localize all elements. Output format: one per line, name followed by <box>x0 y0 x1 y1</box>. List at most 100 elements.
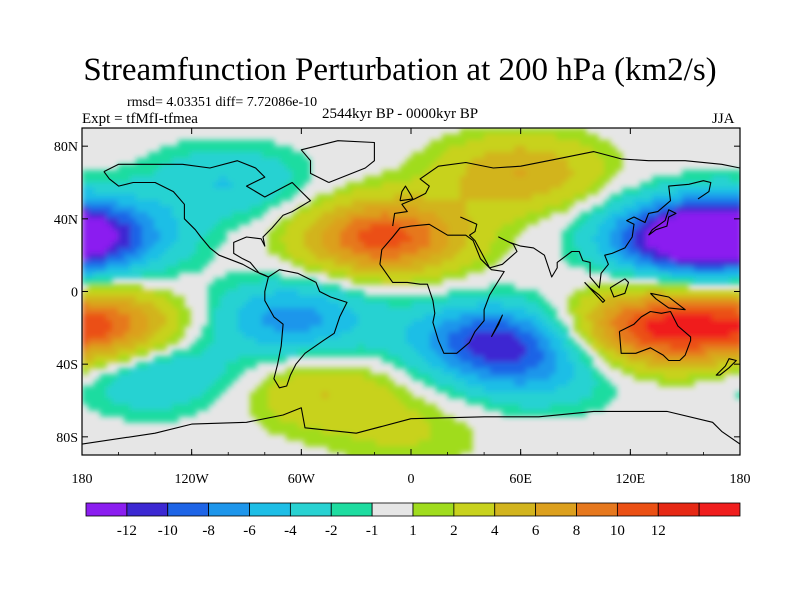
field-cell <box>94 260 101 267</box>
field-cell <box>562 338 569 345</box>
field-cell <box>442 158 449 165</box>
field-cell <box>106 356 113 363</box>
field-cell <box>502 362 509 369</box>
field-cell <box>172 230 179 237</box>
field-cell <box>154 410 161 417</box>
field-cell <box>394 188 401 195</box>
field-cell <box>466 326 473 333</box>
field-cell <box>658 182 665 189</box>
field-cell <box>562 326 569 333</box>
field-cell <box>688 272 695 279</box>
field-cell <box>304 398 311 405</box>
field-cell <box>556 374 563 381</box>
field-cell <box>472 140 479 147</box>
field-cell <box>250 176 257 183</box>
coastline <box>460 180 712 289</box>
field-cell <box>532 212 539 219</box>
field-cell <box>448 260 455 267</box>
field-cell <box>514 182 521 189</box>
field-cell <box>502 134 509 141</box>
field-cell <box>700 308 707 315</box>
field-cell <box>370 326 377 333</box>
field-cell <box>310 326 317 333</box>
field-cell <box>598 266 605 273</box>
field-cell <box>130 344 137 351</box>
field-cell <box>448 182 455 189</box>
field-cell <box>394 170 401 177</box>
field-cell <box>358 338 365 345</box>
field-cell <box>124 182 131 189</box>
field-cell <box>88 242 95 249</box>
field-cell <box>322 368 329 375</box>
field-cell <box>142 188 149 195</box>
field-cell <box>508 362 515 369</box>
field-cell <box>268 386 275 393</box>
field-cell <box>406 398 413 405</box>
field-cell <box>400 176 407 183</box>
field-cell <box>424 362 431 369</box>
field-cell <box>526 338 533 345</box>
field-cell <box>106 326 113 333</box>
field-cell <box>190 398 197 405</box>
field-cell <box>526 350 533 357</box>
field-cell <box>154 392 161 399</box>
field-cell <box>124 308 131 315</box>
field-cell <box>406 350 413 357</box>
field-cell <box>304 332 311 339</box>
field-cell <box>304 326 311 333</box>
field-cell <box>736 302 740 309</box>
field-cell <box>346 404 353 411</box>
field-cell <box>676 194 683 201</box>
field-cell <box>610 290 617 297</box>
field-cell <box>604 380 611 387</box>
field-cell <box>664 296 671 303</box>
field-cell <box>658 224 665 231</box>
field-cell <box>298 332 305 339</box>
field-cell <box>232 170 239 177</box>
field-cell <box>340 416 347 423</box>
field-cell <box>196 140 203 147</box>
field-cell <box>124 404 131 411</box>
field-cell <box>526 374 533 381</box>
field-cell <box>478 140 485 147</box>
field-cell <box>484 176 491 183</box>
field-cell <box>256 392 263 399</box>
field-cell <box>100 266 107 273</box>
field-cell <box>736 242 740 249</box>
field-cell <box>490 152 497 159</box>
field-cell <box>574 134 581 141</box>
field-cell <box>226 194 233 201</box>
field-cell <box>454 296 461 303</box>
field-cell <box>436 362 443 369</box>
field-cell <box>208 206 215 213</box>
x-tick-label: 180 <box>730 472 751 487</box>
field-cell <box>442 140 449 147</box>
field-cell <box>502 212 509 219</box>
field-cell <box>304 230 311 237</box>
field-cell <box>214 368 221 375</box>
field-cell <box>436 416 443 423</box>
field-cell <box>136 212 143 219</box>
field-cell <box>508 326 515 333</box>
field-cell <box>370 230 377 237</box>
field-cell <box>634 290 641 297</box>
field-cell <box>466 230 473 237</box>
field-cell <box>142 338 149 345</box>
field-cell <box>466 158 473 165</box>
field-cell <box>262 308 269 315</box>
field-cell <box>538 380 545 387</box>
field-cell <box>646 350 653 357</box>
field-cell <box>310 296 317 303</box>
field-cell <box>538 164 545 171</box>
field-cell <box>574 374 581 381</box>
field-cell <box>214 182 221 189</box>
field-cell <box>274 344 281 351</box>
field-cell <box>436 248 443 255</box>
field-cell <box>550 392 557 399</box>
field-cell <box>736 332 740 339</box>
field-cell <box>328 200 335 207</box>
field-cell <box>604 350 611 357</box>
field-cell <box>400 440 407 447</box>
field-cell <box>268 404 275 411</box>
field-cell <box>496 254 503 261</box>
